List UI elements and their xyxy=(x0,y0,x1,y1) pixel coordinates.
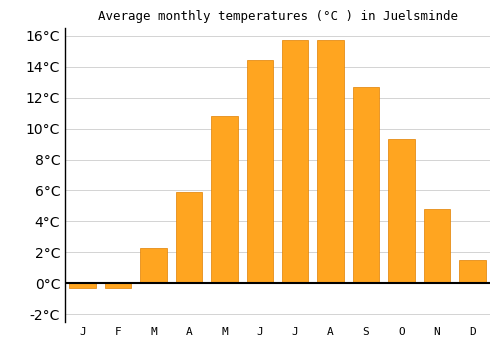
Bar xyxy=(282,40,308,283)
Bar xyxy=(176,192,202,283)
Bar xyxy=(140,248,167,283)
Bar xyxy=(70,283,96,288)
Bar xyxy=(318,40,344,283)
Title: Average monthly temperatures (°C ) in Juelsminde: Average monthly temperatures (°C ) in Ju… xyxy=(98,10,458,23)
Bar xyxy=(105,283,132,288)
Bar xyxy=(246,61,273,283)
Bar xyxy=(424,209,450,283)
Bar xyxy=(388,139,414,283)
Bar xyxy=(459,260,485,283)
Bar xyxy=(211,116,238,283)
Bar xyxy=(353,87,380,283)
